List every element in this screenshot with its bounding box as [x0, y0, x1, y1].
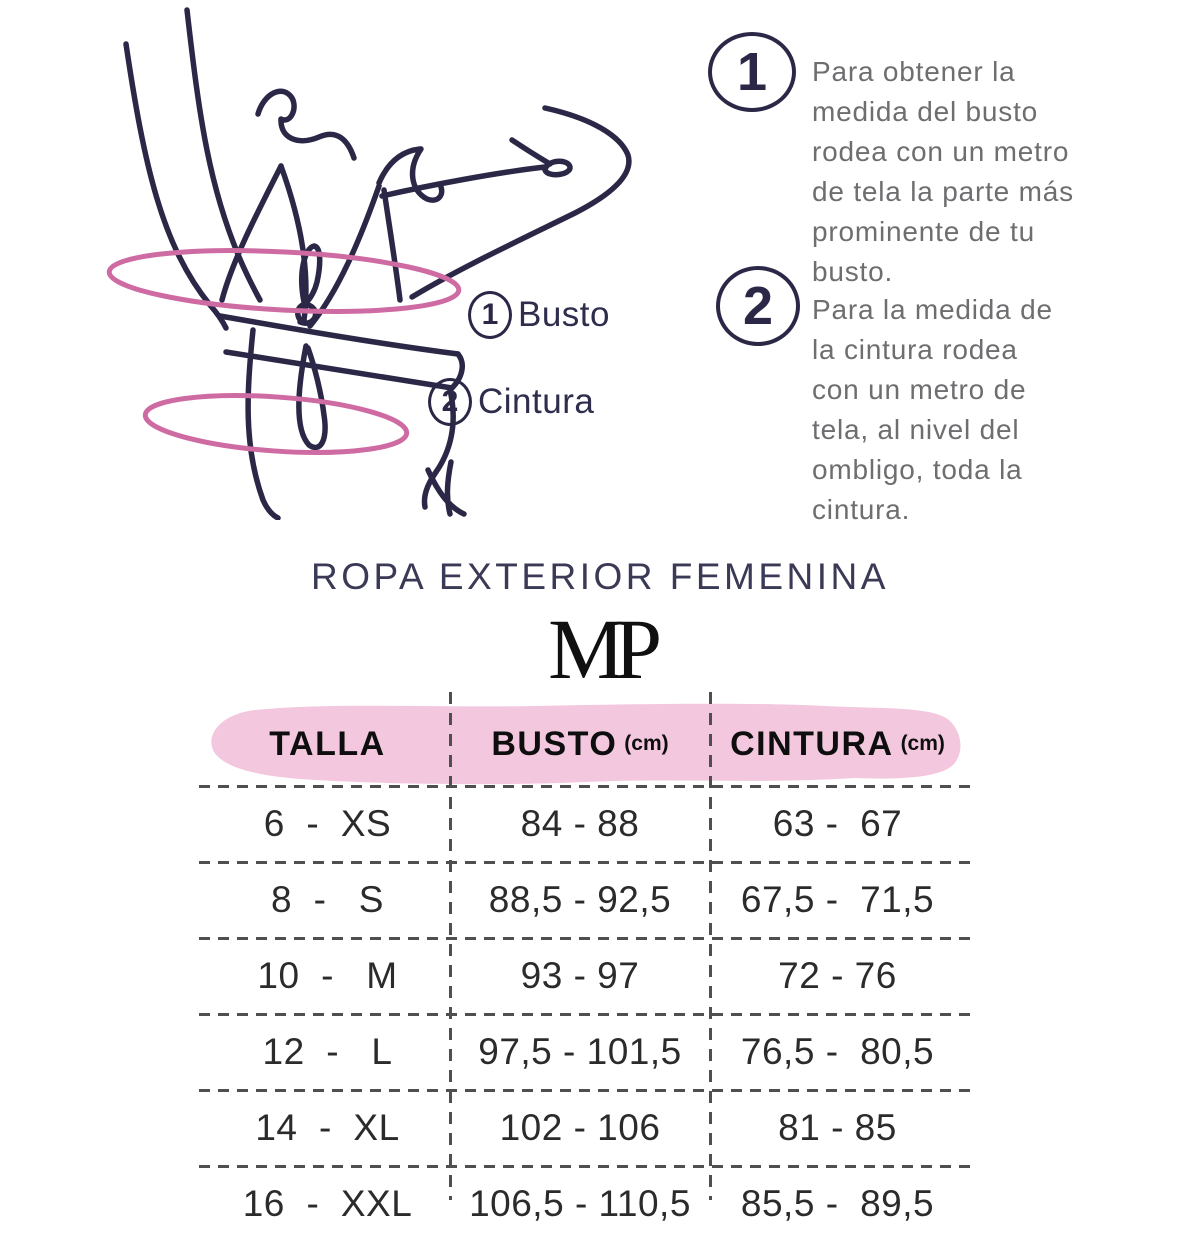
- instruction-1-number-circle: 1: [708, 32, 796, 112]
- row-divider: [199, 1165, 971, 1168]
- cell-busto: 102 - 106: [499, 1107, 661, 1148]
- cell-talla: 12 - L: [262, 1031, 393, 1072]
- size-table: TALLA BUSTO (cm) CINTURA (cm) 6 - XS 84 …: [199, 692, 971, 1224]
- cintura-callout: 2 Cintura: [428, 378, 594, 426]
- row-divider: [199, 1013, 971, 1016]
- header-cintura-label: CINTURA: [730, 724, 894, 763]
- waist-measure-ellipse: [142, 393, 410, 455]
- cell-cintura: 63 - 67: [772, 803, 903, 844]
- table-row: 6 - XS 84 - 88 63 - 67: [205, 786, 965, 862]
- table-row: 8 - S 88,5 - 92,5 67,5 - 71,5: [205, 862, 965, 938]
- header-busto-unit: (cm): [624, 732, 669, 755]
- table-row: 12 - L 97,5 - 101,5 76,5 - 80,5: [205, 1014, 965, 1090]
- header-talla: TALLA: [205, 702, 450, 786]
- busto-callout-number: 1: [468, 291, 512, 339]
- bust-measure-ellipse: [106, 248, 462, 314]
- row-divider: [199, 861, 971, 864]
- instruction-1-text: Para obtener la medida del busto rodea c…: [812, 56, 1074, 287]
- instruction-2-number-circle: 2: [716, 266, 800, 346]
- header-busto: BUSTO (cm): [450, 702, 710, 786]
- cintura-callout-number: 2: [428, 378, 472, 426]
- cell-talla: 14 - XL: [255, 1107, 400, 1148]
- instruction-2-text: Para la medida de la cintura rodea con u…: [812, 294, 1053, 525]
- header-talla-label: TALLA: [269, 724, 386, 763]
- cell-busto: 97,5 - 101,5: [478, 1031, 682, 1072]
- cell-cintura: 85,5 - 89,5: [740, 1183, 935, 1224]
- row-divider: [199, 1089, 971, 1092]
- column-divider-2: [709, 692, 712, 1200]
- figure-line-art: [106, 7, 632, 521]
- row-divider: [199, 785, 971, 788]
- row-divider: [199, 937, 971, 940]
- cell-cintura: 76,5 - 80,5: [740, 1031, 935, 1072]
- table-header-row: TALLA BUSTO (cm) CINTURA (cm): [205, 702, 965, 786]
- cell-busto: 93 - 97: [520, 955, 640, 996]
- cell-busto: 106,5 - 110,5: [469, 1183, 691, 1224]
- section-title: ROPA EXTERIOR FEMENINA: [311, 556, 889, 597]
- column-divider-1: [449, 692, 452, 1200]
- cell-cintura: 72 - 76: [778, 955, 897, 996]
- table-header-band: [211, 703, 961, 785]
- table-row: 10 - M 93 - 97 72 - 76: [205, 938, 965, 1014]
- size-guide-page: { "colors": { "navy": "#2b2847", "pink_b…: [50, 0, 1074, 1224]
- cell-talla: 6 - XS: [263, 803, 392, 844]
- header-cintura: CINTURA (cm): [710, 702, 965, 786]
- busto-callout: 1 Busto: [468, 291, 610, 339]
- header-busto-label: BUSTO: [491, 724, 618, 763]
- cell-busto: 84 - 88: [520, 803, 640, 844]
- busto-callout-label: Busto: [518, 295, 610, 334]
- cintura-callout-label: Cintura: [478, 382, 595, 421]
- header-cintura-unit: (cm): [900, 732, 945, 755]
- cell-talla: 10 - M: [257, 955, 398, 996]
- cell-cintura: 81 - 85: [778, 1107, 897, 1148]
- table-row: 14 - XL 102 - 106 81 - 85: [205, 1090, 965, 1166]
- brand-logo: MP: [548, 601, 662, 697]
- table-row: 16 - XXL 106,5 - 110,5 85,5 - 89,5: [205, 1166, 965, 1242]
- cell-talla: 16 - XXL: [242, 1183, 413, 1224]
- cell-talla: 8 - S: [271, 879, 384, 920]
- cell-busto: 88,5 - 92,5: [488, 879, 672, 920]
- measurement-figure: [50, 0, 670, 521]
- cell-cintura: 67,5 - 71,5: [740, 879, 935, 920]
